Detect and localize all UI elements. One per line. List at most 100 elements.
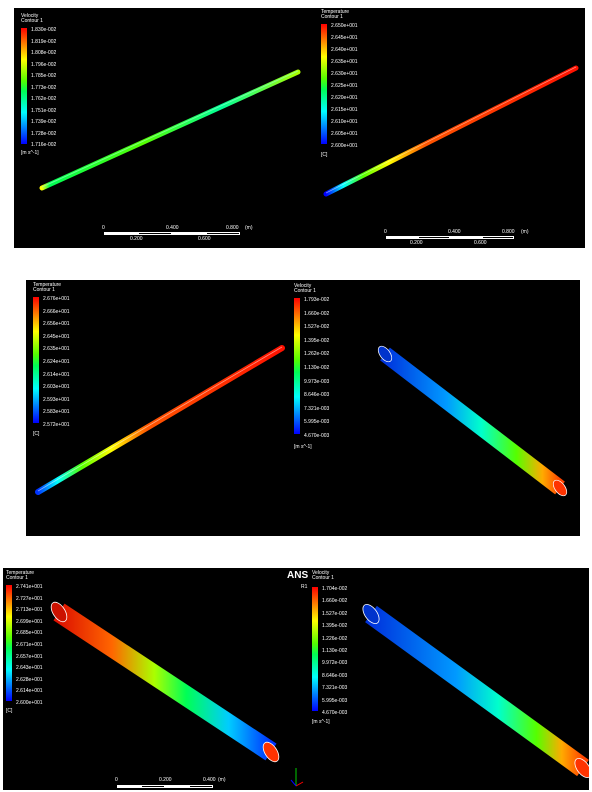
legend-label: 1.739e-002 bbox=[31, 119, 57, 125]
scale-segment bbox=[450, 236, 482, 239]
colorbar bbox=[321, 24, 327, 144]
legend-label: 1.130e-002 bbox=[322, 648, 348, 654]
legend-label: 5.995e-003 bbox=[304, 419, 330, 426]
legend-title: Temperature bbox=[33, 282, 62, 288]
legend-subtitle: Contour 1 bbox=[312, 575, 334, 581]
colorbar bbox=[33, 297, 39, 423]
temperature-contour-view: Temperature Contour 1 2.741e+001 2.727e+… bbox=[3, 568, 309, 790]
legend-label: 1.262e-002 bbox=[304, 351, 330, 358]
scale-label: 0.400 bbox=[166, 225, 179, 231]
pipe-model bbox=[50, 601, 304, 787]
scale-label: 0.200 bbox=[130, 236, 143, 242]
ansys-logo-text: ANS bbox=[287, 570, 309, 581]
legend-label: 1.660e-002 bbox=[322, 598, 348, 605]
legend-label: 2.699e+001 bbox=[16, 618, 43, 625]
legend-title: Velocity bbox=[21, 13, 39, 19]
legend-label: 2.656e+001 bbox=[43, 321, 70, 328]
scale-label: 0.600 bbox=[198, 236, 211, 242]
legend-label: 2.727e+001 bbox=[16, 595, 43, 602]
scale-segment bbox=[418, 236, 450, 239]
pipe-model bbox=[377, 345, 568, 497]
scale-segment bbox=[172, 232, 206, 235]
scale-label: 0.400 bbox=[448, 229, 461, 235]
legend-label: 2.605e+001 bbox=[331, 131, 358, 137]
legend-label: 1.793e-002 bbox=[304, 297, 330, 303]
legend-label: 2.625e+001 bbox=[331, 83, 358, 89]
legend-label: 8.646e-003 bbox=[322, 672, 348, 679]
temperature-legend: Temperature Contour 1 2.676e+001 2.666e+… bbox=[33, 283, 93, 443]
ansys-logo: ANS bbox=[287, 570, 308, 581]
legend-label: 2.635e+001 bbox=[43, 346, 70, 353]
figure-panel-2: Temperature Contour 1 2.676e+001 2.666e+… bbox=[26, 280, 580, 536]
legend-label: 2.640e+001 bbox=[331, 47, 358, 53]
legend-label: 2.671e+001 bbox=[16, 642, 43, 648]
legend-label: 2.614e+001 bbox=[43, 371, 70, 378]
scale-segment bbox=[141, 785, 165, 788]
legend-label: 2.635e+001 bbox=[331, 59, 358, 65]
scale-unit: (m) bbox=[245, 225, 253, 231]
scale-segment bbox=[117, 785, 141, 788]
figure-panel-1: Velocity Contour 1 1.830e-002 1.819e-002… bbox=[14, 8, 585, 248]
legend-label: 2.645e+001 bbox=[43, 333, 70, 340]
legend-label: 1.751e-002 bbox=[31, 107, 57, 114]
legend-unit: [C] bbox=[321, 152, 328, 158]
legend-label: 2.666e+001 bbox=[43, 308, 70, 315]
legend-subtitle: Contour 1 bbox=[6, 575, 28, 581]
legend-subtitle: Contour 1 bbox=[33, 287, 55, 293]
legend-label: 1.527e-002 bbox=[304, 324, 330, 331]
legend-title: Velocity bbox=[294, 283, 312, 289]
legend-label: 2.650e+001 bbox=[331, 23, 358, 29]
velocity-legend: Velocity Contour 1 1.830e-002 1.819e-002… bbox=[21, 14, 81, 164]
velocity-contour-view: Velocity Contour 1 1.830e-002 1.819e-002… bbox=[14, 8, 314, 248]
pipe-model bbox=[39, 69, 301, 191]
legend-label: 1.130e-002 bbox=[304, 365, 330, 371]
legend-title: Temperature bbox=[321, 9, 350, 15]
legend-subtitle: Contour 1 bbox=[21, 18, 43, 24]
legend-label: 1.660e-002 bbox=[304, 310, 330, 317]
scale-label: 0.200 bbox=[159, 777, 172, 783]
scale-unit: (m) bbox=[218, 777, 226, 783]
pipe-model bbox=[362, 604, 589, 778]
scale-bar: 0 0.200 0.400 (m) bbox=[115, 778, 245, 790]
legend-label: 2.657e+001 bbox=[16, 653, 43, 660]
legend-label: 1.728e-002 bbox=[31, 130, 57, 137]
scale-unit: (m) bbox=[521, 229, 529, 235]
legend-label: 2.593e+001 bbox=[43, 396, 70, 403]
scale-label: 0.800 bbox=[226, 225, 239, 231]
legend-label: 9.973e-003 bbox=[304, 378, 330, 385]
legend-label: 8.646e-003 bbox=[304, 392, 330, 399]
legend-label: 2.676e+001 bbox=[43, 296, 70, 302]
legend-label: 1.785e-002 bbox=[31, 73, 57, 79]
ansys-release: R1 bbox=[301, 584, 308, 590]
legend-label: 1.830e-002 bbox=[31, 27, 57, 33]
legend-label: 1.395e-002 bbox=[304, 337, 330, 344]
legend-subtitle: Contour 1 bbox=[294, 288, 316, 294]
scale-segment bbox=[138, 232, 172, 235]
legend-label: 2.583e+001 bbox=[43, 409, 70, 416]
legend-label: 2.630e+001 bbox=[331, 71, 358, 77]
legend-label: 2.620e+001 bbox=[331, 95, 358, 101]
legend-label: 4.670e-003 bbox=[304, 433, 330, 439]
pipe-model bbox=[35, 345, 285, 495]
legend-label: 2.614e+001 bbox=[16, 688, 43, 695]
scale-segment bbox=[165, 785, 189, 788]
legend-label: 5.995e-003 bbox=[322, 697, 348, 704]
temperature-contour-view: Temperature Contour 1 2.676e+001 2.666e+… bbox=[26, 280, 290, 536]
legend-label: 2.741e+001 bbox=[16, 584, 43, 590]
scale-label: 0.800 bbox=[502, 229, 515, 235]
legend-unit: [C] bbox=[6, 708, 13, 714]
legend-label: 2.610e+001 bbox=[331, 119, 358, 125]
temperature-legend: Temperature Contour 1 2.650e+001 2.645e+… bbox=[321, 10, 381, 160]
figure-panel-3: Temperature Contour 1 2.741e+001 2.727e+… bbox=[3, 568, 589, 790]
legend-label: 2.603e+001 bbox=[43, 384, 70, 391]
legend-label: 2.572e+001 bbox=[43, 422, 70, 428]
legend-label: 1.796e-002 bbox=[31, 61, 57, 68]
legend-label: 7.321e-003 bbox=[322, 685, 348, 692]
pipe-model bbox=[323, 65, 579, 197]
scale-segment bbox=[104, 232, 138, 235]
legend-label: 2.600e+001 bbox=[16, 700, 43, 706]
legend-unit: [m s^-1] bbox=[21, 150, 39, 156]
scale-bar: 0 0.400 0.800 (m) 0.200 0.600 bbox=[102, 225, 253, 246]
scale-bar: 0 0.400 0.800 (m) 0.200 0.600 bbox=[384, 230, 534, 248]
temperature-legend: Temperature Contour 1 2.741e+001 2.727e+… bbox=[6, 571, 66, 721]
